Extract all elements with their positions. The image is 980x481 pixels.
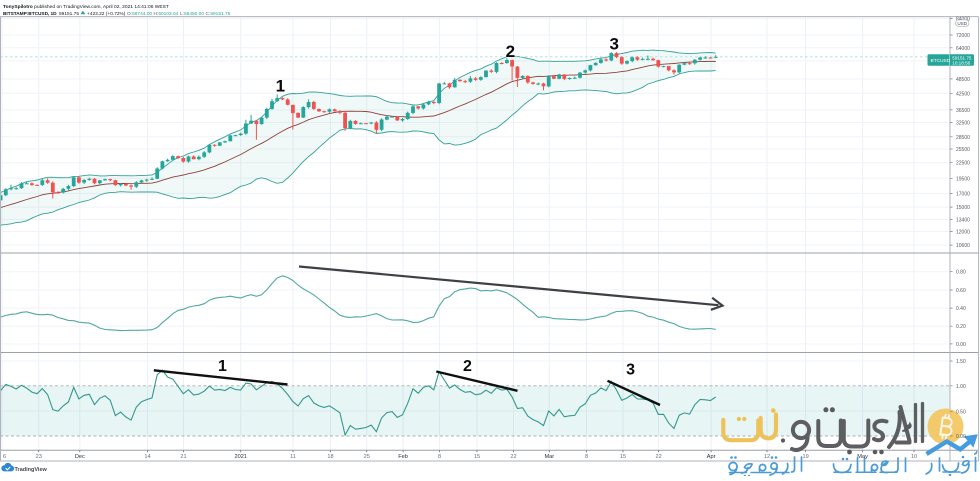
svg-text:72000: 72000: [956, 33, 970, 39]
svg-text:18: 18: [327, 454, 333, 460]
svg-text:28500: 28500: [956, 135, 970, 141]
svg-text:13400: 13400: [956, 217, 970, 223]
svg-text:TonySpilotro published on Trad: TonySpilotro published on TradingView.co…: [3, 4, 169, 10]
svg-text:USD: USD: [957, 21, 967, 26]
svg-text:2: 2: [506, 42, 515, 61]
svg-text:22500: 22500: [956, 161, 970, 167]
svg-text:3: 3: [609, 34, 618, 53]
svg-text:L:58450.00: L:58450.00: [180, 11, 204, 17]
svg-text:0.40: 0.40: [956, 306, 966, 312]
svg-text:O:58744.00: O:58744.00: [127, 11, 152, 17]
svg-text:1: 1: [218, 358, 227, 375]
svg-text:59151.75: 59151.75: [952, 56, 972, 61]
svg-text:42500: 42500: [956, 91, 970, 97]
svg-text:Apr: Apr: [707, 454, 716, 460]
svg-text:12000: 12000: [956, 230, 970, 236]
svg-text:1: 1: [276, 76, 285, 95]
svg-text:22: 22: [655, 454, 661, 460]
svg-text:Mar: Mar: [544, 454, 554, 460]
svg-text:36500: 36500: [956, 108, 970, 114]
svg-text:17000: 17000: [956, 191, 970, 197]
svg-text:14: 14: [144, 454, 150, 460]
svg-text:Dec: Dec: [75, 454, 85, 460]
svg-text:0.60: 0.60: [956, 288, 966, 294]
svg-text:0.20: 0.20: [956, 324, 966, 330]
svg-text:25: 25: [364, 454, 370, 460]
svg-text:BTCUSD: BTCUSD: [931, 58, 951, 64]
svg-text:2: 2: [463, 358, 472, 375]
svg-text:8: 8: [438, 454, 441, 460]
svg-text:22: 22: [510, 454, 516, 460]
svg-text:11: 11: [290, 454, 296, 460]
svg-text:10600: 10600: [956, 243, 970, 249]
svg-text:15: 15: [474, 454, 480, 460]
svg-text:3: 3: [626, 362, 635, 379]
svg-text:1.50: 1.50: [956, 359, 966, 365]
svg-text:+423.22 (+0.72%): +423.22 (+0.72%): [87, 11, 126, 17]
svg-text:23: 23: [36, 454, 42, 460]
svg-text:6: 6: [3, 454, 6, 460]
svg-text:May: May: [857, 454, 868, 460]
svg-text:8: 8: [585, 454, 588, 460]
svg-text:10:18:56: 10:18:56: [952, 61, 970, 66]
svg-text:0.80: 0.80: [956, 270, 966, 276]
svg-text:H:60103.04: H:60103.04: [154, 11, 179, 17]
svg-text:BITSTAMP:BTCUSD, 1D: BITSTAMP:BTCUSD, 1D: [3, 11, 57, 17]
svg-text:Feb: Feb: [398, 454, 408, 460]
svg-text:19: 19: [802, 454, 808, 460]
svg-text:59151.75: 59151.75: [59, 11, 79, 17]
svg-text:21: 21: [180, 454, 186, 460]
svg-text:10: 10: [911, 454, 917, 460]
svg-text:TradingView: TradingView: [15, 467, 48, 473]
svg-text:64000: 64000: [956, 46, 970, 52]
svg-text:48500: 48500: [956, 77, 970, 83]
svg-text:0.50: 0.50: [956, 410, 966, 416]
svg-text:15: 15: [620, 454, 626, 460]
svg-text:0.00: 0.00: [956, 342, 966, 348]
svg-text:C:59151.75: C:59151.75: [206, 11, 231, 17]
svg-text:15000: 15000: [956, 205, 970, 211]
svg-text:25500: 25500: [956, 147, 970, 153]
svg-text:1.00: 1.00: [956, 384, 966, 390]
svg-text:2021: 2021: [234, 454, 246, 460]
svg-text:12: 12: [764, 454, 770, 460]
svg-text:32500: 32500: [956, 121, 970, 127]
svg-text:0.00: 0.00: [956, 434, 966, 440]
svg-text:19500: 19500: [956, 176, 970, 182]
